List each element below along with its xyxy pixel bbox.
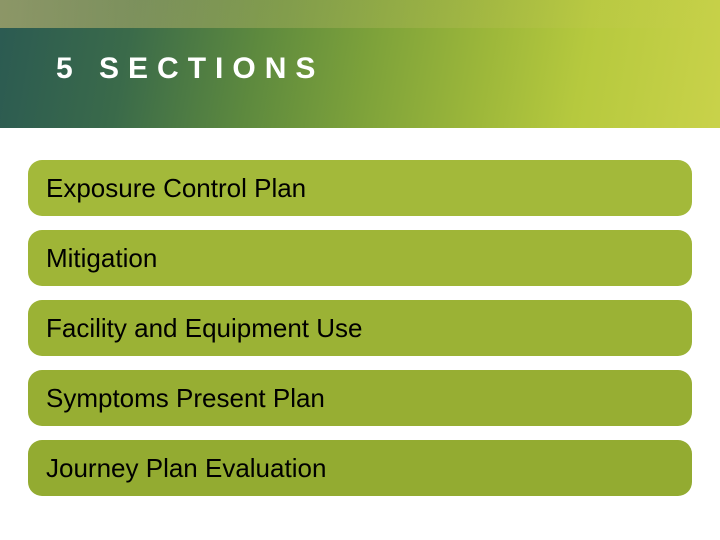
slide: 5 SECTIONS Exposure Control Plan Mitigat… xyxy=(0,0,720,540)
pill-label: Exposure Control Plan xyxy=(46,173,306,204)
pill-label: Symptoms Present Plan xyxy=(46,383,325,414)
pill-label: Mitigation xyxy=(46,243,157,274)
list-item: Exposure Control Plan xyxy=(28,160,692,216)
list-item: Facility and Equipment Use xyxy=(28,300,692,356)
pill-label: Journey Plan Evaluation xyxy=(46,453,326,484)
header-band: 5 SECTIONS xyxy=(0,0,720,128)
page-title: 5 SECTIONS xyxy=(56,52,324,86)
pill-list: Exposure Control Plan Mitigation Facilit… xyxy=(28,160,692,510)
list-item: Journey Plan Evaluation xyxy=(28,440,692,496)
list-item: Symptoms Present Plan xyxy=(28,370,692,426)
pill-label: Facility and Equipment Use xyxy=(46,313,362,344)
list-item: Mitigation xyxy=(28,230,692,286)
